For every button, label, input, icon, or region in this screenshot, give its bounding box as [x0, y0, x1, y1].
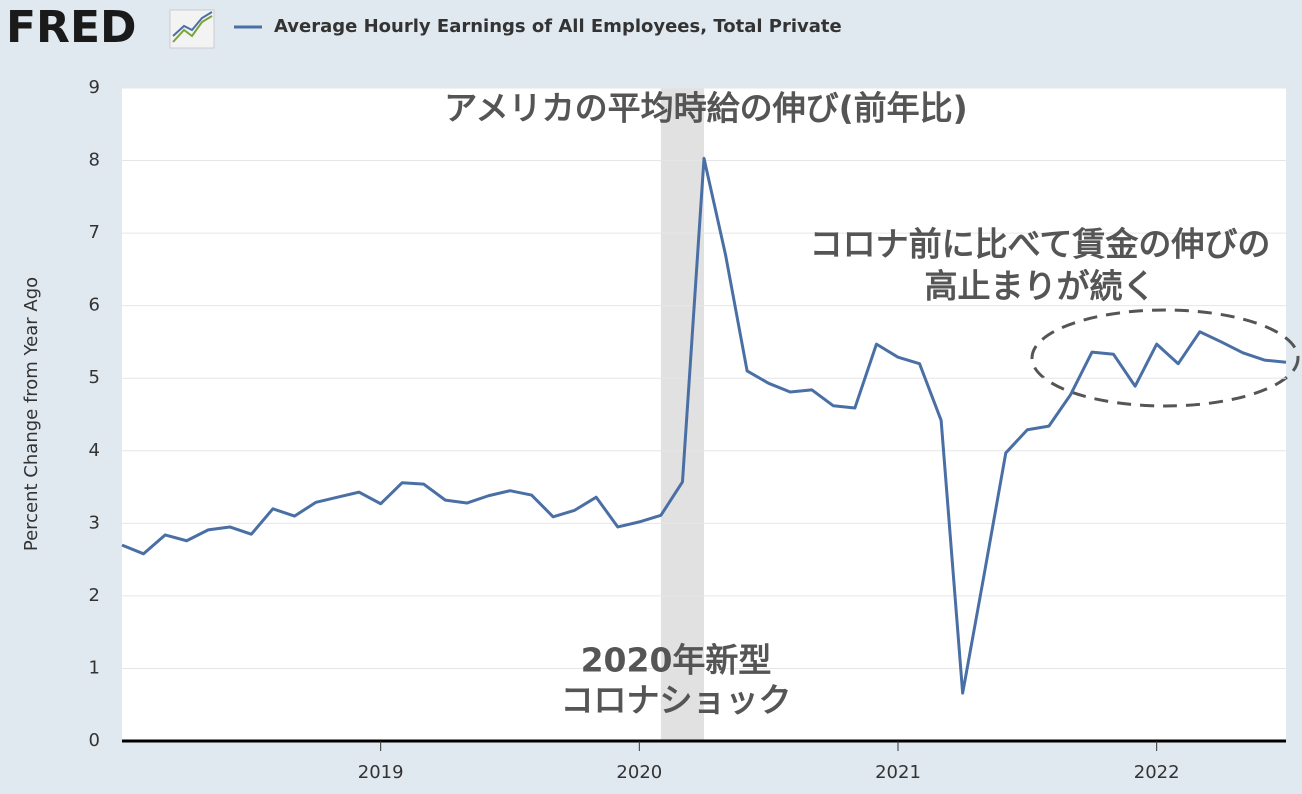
y-axis-label: Percent Change from Year Ago	[21, 277, 42, 551]
y-tick-label: 9	[89, 77, 100, 98]
logo: FRED	[6, 2, 137, 53]
annotation: コロナ前に比べて賃金の伸びの	[810, 225, 1271, 264]
chart-title: アメリカの平均時給の伸び(前年比)	[444, 89, 968, 128]
x-tick-label: 2019	[358, 762, 404, 783]
legend-label: Average Hourly Earnings of All Employees…	[274, 16, 842, 37]
y-tick-label: 3	[89, 512, 100, 533]
annotation: 2020年新型	[581, 641, 772, 680]
annotation: 高止まりが続く	[925, 267, 1156, 306]
x-tick-label: 2022	[1134, 762, 1180, 783]
y-tick-label: 0	[89, 730, 100, 751]
annotation: コロナショック	[561, 681, 792, 720]
y-tick-label: 1	[89, 657, 100, 678]
y-tick-label: 2	[89, 585, 100, 606]
recession-shading	[660, 88, 704, 741]
data-line	[121, 156, 1287, 695]
y-tick-label: 4	[89, 440, 100, 461]
y-tick-label: 6	[89, 295, 100, 316]
x-tick-label: 2021	[875, 762, 921, 783]
x-tick-label: 2020	[616, 762, 662, 783]
highlight-ellipse	[1030, 308, 1300, 408]
y-tick-label: 5	[89, 367, 100, 388]
logo-icon	[169, 9, 215, 49]
y-tick-label: 7	[89, 222, 100, 243]
y-tick-label: 8	[89, 150, 100, 171]
